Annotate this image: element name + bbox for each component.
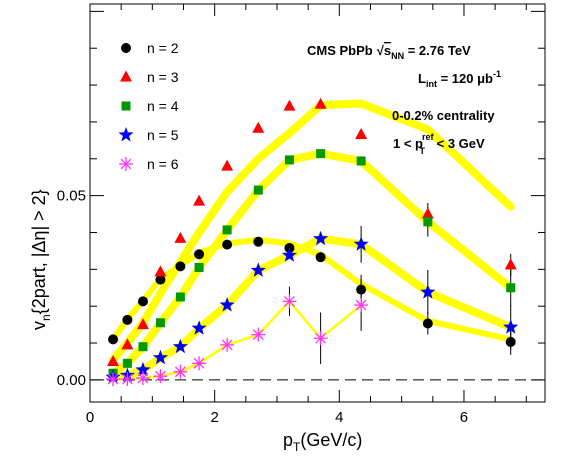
point-n=5 (503, 319, 519, 334)
point-n=4 (194, 262, 204, 272)
point-n=3 (154, 265, 167, 277)
y-tick-label: 0.05 (57, 188, 86, 205)
y-axis-label: vn{2part, |Δη| > 2} (29, 189, 53, 330)
point-n=2 (253, 236, 264, 247)
point-n=6 (282, 294, 297, 309)
data-markers (105, 97, 519, 387)
point-n=3 (121, 338, 134, 350)
annotation-centrality: 0-0.2% centrality (392, 108, 495, 123)
point-n=3 (283, 99, 296, 111)
point-n=5 (135, 361, 151, 377)
point-n=5 (219, 297, 235, 312)
legend-label: n = 3 (147, 69, 179, 85)
point-n=2 (222, 239, 233, 250)
legend-label: n = 2 (147, 40, 179, 56)
point-n=2 (155, 274, 166, 285)
axes: 0 2 4 6 0.00 0.05 (57, 4, 545, 426)
point-n=4 (155, 318, 165, 328)
point-n=2 (194, 249, 205, 260)
x-tick-label: 0 (86, 409, 94, 426)
x-axis-label: pT(GeV/c) (283, 430, 362, 454)
x-tick-label: 2 (210, 409, 218, 426)
point-n=2 (356, 284, 367, 295)
point-n=3 (421, 207, 434, 219)
point-n=3 (504, 258, 517, 270)
point-n=2 (108, 334, 119, 345)
point-n=4 (253, 185, 263, 195)
point-n=5 (191, 320, 207, 335)
legend-label: n = 4 (147, 98, 179, 114)
point-n=4 (423, 217, 433, 227)
point-n=6 (135, 371, 150, 386)
point-n=3 (136, 318, 149, 330)
point-n=4 (284, 155, 294, 165)
plot-frame (89, 3, 546, 403)
point-n=3 (174, 231, 187, 243)
point-n=3 (107, 354, 120, 366)
legend-marker-n=5 (118, 127, 134, 142)
point-n=2 (137, 296, 148, 307)
annotation-luminosity: Lint = 120 μb-1 (418, 69, 501, 89)
point-n=3 (314, 97, 327, 109)
point-n=5 (420, 284, 436, 299)
point-n=5 (313, 230, 329, 246)
point-n=6 (220, 337, 235, 352)
point-n=6 (153, 369, 168, 384)
point-n=5 (172, 338, 188, 354)
point-n=4 (316, 149, 326, 159)
point-n=2 (315, 252, 326, 263)
point-n=5 (250, 262, 266, 277)
point-n=5 (353, 236, 369, 251)
x-tick-label: 4 (335, 409, 343, 426)
point-n=6 (192, 356, 207, 371)
legend-marker-n=4 (121, 101, 131, 111)
point-n=4 (222, 225, 232, 235)
point-n=2 (422, 318, 433, 329)
point-n=6 (173, 364, 188, 379)
point-n=6 (120, 372, 135, 387)
point-n=6 (313, 331, 328, 346)
point-n=2 (505, 336, 516, 347)
point-n=6 (106, 372, 121, 387)
legend-label: n = 5 (147, 127, 179, 143)
band-n=2 (110, 236, 514, 343)
annotation-block: CMS PbPb √sNN = 2.76 TeV Lint = 120 μb-1 … (307, 43, 501, 156)
point-n=5 (152, 349, 168, 365)
point-n=6 (354, 298, 369, 313)
legend-label: n = 6 (147, 156, 179, 172)
point-n=2 (122, 314, 133, 325)
point-n=2 (175, 261, 186, 272)
point-n=3 (221, 159, 234, 171)
point-n=5 (281, 247, 298, 262)
point-n=4 (138, 342, 148, 352)
point-n=4 (356, 156, 366, 166)
legend-marker-n=3 (120, 70, 132, 82)
y-tick-label: 0.00 (57, 372, 86, 389)
legend: n = 2 n = 3 n = 4 n = 5 n = 6 (118, 40, 179, 172)
sqrt-s: s (384, 43, 391, 58)
point-n=3 (355, 127, 368, 139)
point-n=4 (175, 292, 185, 302)
annotation-experiment: CMS PbPb √sNN = 2.76 TeV (307, 43, 471, 61)
x-tick-label: 6 (460, 409, 468, 426)
point-n=4 (122, 358, 132, 368)
point-n=4 (506, 283, 516, 293)
legend-marker-n=6 (119, 157, 133, 171)
point-n=3 (193, 194, 206, 206)
point-n=3 (252, 121, 265, 133)
band-n=4 (109, 149, 515, 378)
legend-marker-n=2 (121, 43, 131, 53)
point-n=6 (251, 327, 266, 342)
annotation-pt-ref: 1 < pref T < 3 GeV (393, 132, 485, 156)
